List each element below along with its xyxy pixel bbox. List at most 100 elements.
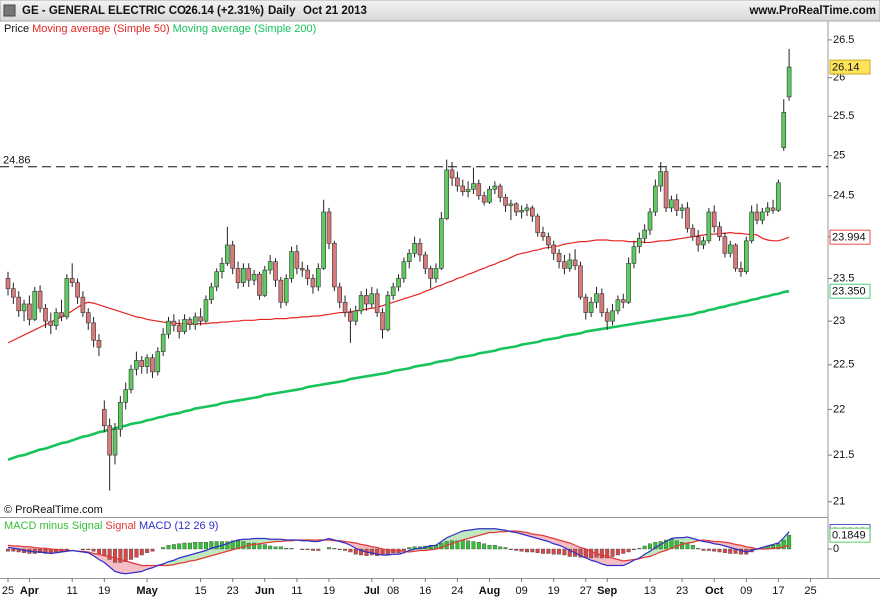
candle-body	[192, 316, 198, 325]
candle-body	[273, 261, 278, 281]
candle-body	[578, 265, 583, 298]
candle-body	[492, 185, 498, 190]
candle-body	[96, 339, 102, 348]
histogram-bar	[112, 548, 117, 563]
candle-body	[310, 278, 316, 288]
candle-body	[556, 252, 562, 262]
x-tick-label: Apr	[20, 585, 40, 597]
histogram-bar	[722, 548, 727, 553]
last-price-box-label: 26.14	[832, 61, 860, 73]
histogram-bar	[610, 548, 615, 557]
x-tick-label: Jun	[255, 585, 275, 597]
histogram-bar	[546, 548, 551, 554]
macd-legend: MACD minus Signal Signal MACD (12 26 9)	[4, 520, 218, 532]
histogram-bar	[380, 548, 385, 556]
candle-body	[487, 188, 492, 203]
histogram-bar	[487, 545, 492, 550]
candle-body	[283, 278, 289, 303]
candle-body	[369, 293, 375, 305]
candle-body	[776, 182, 781, 211]
x-tick-label: 17	[772, 585, 784, 597]
candle-body	[219, 263, 225, 273]
histogram-bar	[626, 548, 631, 553]
x-tick-label: 08	[387, 585, 399, 597]
candle-body	[551, 244, 557, 254]
candle-body	[128, 368, 134, 390]
histogram-bar	[498, 546, 503, 550]
candle-body	[230, 244, 235, 269]
candle-body	[299, 268, 305, 271]
last-value-box	[829, 229, 871, 245]
candle-body	[43, 307, 48, 322]
reference-label: 24.86	[3, 155, 31, 167]
candle-body	[588, 301, 594, 313]
histogram-bar	[460, 539, 465, 550]
histogram-bar	[567, 548, 572, 557]
x-tick-label: 27	[580, 585, 592, 597]
candle-body	[738, 268, 744, 273]
histogram-bar	[225, 541, 230, 550]
histogram-bar	[562, 548, 567, 556]
candle-body	[743, 240, 749, 273]
macd-line	[7, 528, 790, 575]
macd-signal-area	[98, 554, 105, 563]
price-legend: Price Moving average (Simple 50) Moving av…	[4, 23, 316, 35]
macd-signal-area	[489, 528, 495, 533]
signal-line	[7, 530, 790, 567]
candle-body	[326, 211, 332, 244]
candle-body	[160, 333, 166, 352]
candle-body	[91, 322, 96, 341]
candle-body	[476, 183, 482, 197]
x-tick-label: 11	[291, 585, 302, 597]
macd-signal-area	[131, 562, 137, 573]
candle-body	[701, 240, 706, 246]
last-value-box	[829, 283, 871, 299]
y-tick-label: 22	[833, 403, 845, 415]
candle-body	[278, 279, 284, 303]
x-tick-label: May	[136, 585, 158, 597]
candle-body	[679, 207, 685, 211]
histogram-bar	[642, 545, 647, 550]
histogram-bar	[214, 541, 219, 550]
candle-body	[647, 211, 653, 231]
histogram-bar	[332, 548, 337, 550]
histogram-bar	[776, 543, 781, 550]
histogram-bar	[38, 548, 43, 553]
histogram-bar	[781, 539, 786, 550]
source: www.ProRealTime.com	[748, 5, 876, 17]
candle-body	[267, 261, 273, 271]
candle-body	[690, 228, 696, 237]
histogram-bar	[492, 545, 497, 550]
x-tick-label: Oct	[705, 585, 724, 597]
y-tick-label: 21	[833, 496, 845, 508]
candle-body	[21, 303, 27, 312]
candle-body	[460, 185, 466, 192]
histogram-bar	[690, 545, 695, 550]
x-tick-label: 23	[676, 585, 688, 597]
histogram-bar	[353, 548, 358, 555]
candle-body	[562, 261, 567, 269]
last-value-box-label: 23.350	[832, 286, 866, 298]
candle-body	[380, 312, 385, 331]
x-tick-label: 13	[644, 585, 656, 597]
candle-body	[471, 183, 476, 190]
candle-body	[695, 236, 701, 246]
x-tick-label: 09	[740, 585, 752, 597]
histogram-bar	[43, 548, 48, 554]
candle-body	[294, 251, 300, 269]
x-tick-label: 16	[419, 585, 431, 597]
candle-body	[337, 286, 343, 303]
legend-entry: Signal	[105, 520, 136, 532]
histogram-bar	[589, 548, 594, 559]
candle-body	[422, 254, 428, 269]
histogram-bar	[519, 548, 524, 552]
histogram-bar	[305, 548, 310, 550]
candle-body	[540, 232, 546, 237]
histogram-bar	[599, 548, 604, 559]
header-icon[interactable]	[3, 4, 16, 17]
histogram-bar	[64, 548, 69, 550]
candle-body	[401, 261, 407, 279]
x-tick-label: 09	[515, 585, 527, 597]
histogram-bar	[728, 548, 733, 554]
candle-body	[594, 293, 599, 303]
